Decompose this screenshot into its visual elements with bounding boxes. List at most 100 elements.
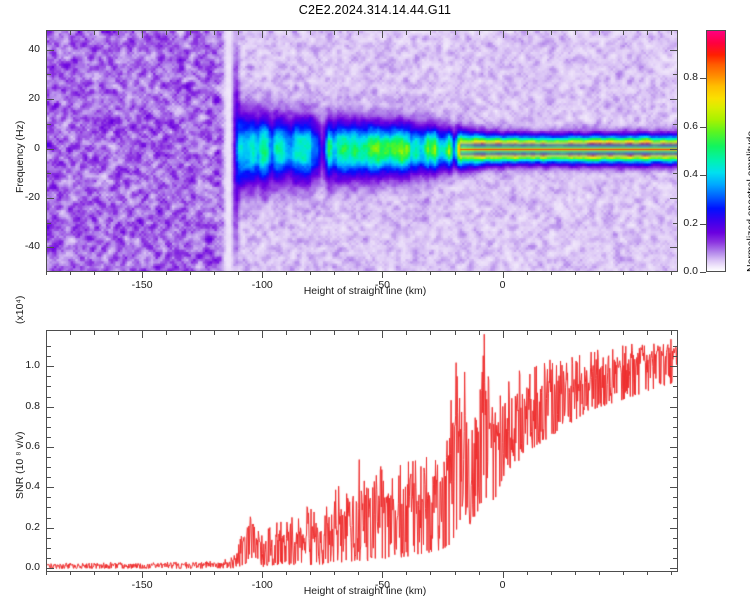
snr-xticklabel: -150 <box>131 579 153 591</box>
colorbar <box>706 30 726 272</box>
spectrogram-xlabel: Height of straight line (km) <box>303 285 427 297</box>
snr-xtick-top <box>46 331 47 335</box>
snr-yticklabel: 1.0 <box>25 359 40 371</box>
snr-xtick-top <box>262 331 263 338</box>
spectrogram-xtick-top <box>286 31 287 35</box>
snr-ytick-minor <box>47 356 51 357</box>
snr-yticklabel: 0.8 <box>25 400 40 412</box>
spectrogram-ytick-minor <box>47 74 51 75</box>
snr-xtick-minor <box>334 571 335 575</box>
snr-xtick-top <box>190 331 191 335</box>
snr-ytick-minor <box>47 457 51 458</box>
spectrogram-xtick-top <box>551 31 552 35</box>
spectrogram-xtick-minor <box>262 271 263 278</box>
spectrogram-xtick-minor <box>94 271 95 275</box>
spectrogram-xtick-top <box>166 31 167 35</box>
spectrogram-xtick-top <box>118 31 119 35</box>
spectrogram-ytick-minor-right <box>673 173 677 174</box>
snr-ytick-minor-right <box>673 437 677 438</box>
snr-ytick-minor-right <box>673 386 677 387</box>
spectrogram-ytick-minor <box>47 223 51 224</box>
snr-panel <box>46 330 678 572</box>
snr-ytick-minor-right <box>673 376 677 377</box>
spectrogram-xtick-top <box>70 31 71 35</box>
snr-yticklabel: 0.4 <box>25 480 40 492</box>
spectrogram-ytick-right <box>670 99 677 100</box>
spectrogram-ytick-right <box>670 149 677 150</box>
snr-xtick-minor <box>671 571 672 575</box>
snr-xtick-top <box>310 331 311 335</box>
snr-xtick-top <box>503 331 504 338</box>
snr-ytick-minor <box>47 427 51 428</box>
snr-xtick-top <box>358 331 359 335</box>
spectrogram-ylabel: Frequency (Hz) <box>14 120 26 193</box>
snr-xtick-top <box>455 331 456 335</box>
spectrogram-xticklabel: -50 <box>374 279 391 291</box>
colorbar-tick <box>700 224 706 225</box>
snr-xtick-minor <box>406 571 407 575</box>
snr-ytick <box>47 568 54 569</box>
snr-xlabel: Height of straight line (km) <box>303 585 427 597</box>
snr-ytick <box>47 407 54 408</box>
spectrogram-ytick-right <box>670 198 677 199</box>
spectrogram-xtick-minor <box>358 271 359 275</box>
spectrogram-xtick-top <box>575 31 576 35</box>
snr-ytick <box>47 447 54 448</box>
snr-xtick-top <box>599 331 600 335</box>
spectrogram-xtick-minor <box>70 271 71 275</box>
spectrogram-xtick-top <box>599 31 600 35</box>
spectrogram-xtick-top <box>358 31 359 35</box>
snr-xtick-top <box>382 331 383 338</box>
spectrogram-xtick-top <box>382 31 383 38</box>
snr-ytick-minor <box>47 497 51 498</box>
spectrogram-xticklabel: -100 <box>251 279 273 291</box>
spectrogram-xtick-minor <box>503 271 504 278</box>
snr-ytick-minor <box>47 397 51 398</box>
snr-xtick-minor <box>382 571 383 578</box>
spectrogram-ytick <box>47 99 54 100</box>
spectrogram-xtick-top <box>503 31 504 38</box>
spectrogram-xtick-minor <box>455 271 456 275</box>
spectrogram-ytick-minor-right <box>673 124 677 125</box>
snr-xtick-top <box>334 331 335 335</box>
spectrogram-ytick-right <box>670 50 677 51</box>
snr-xtick-minor <box>455 571 456 575</box>
colorbar-label-text: Normalized spectral amplitude <box>745 130 750 272</box>
snr-ytick-minor <box>47 507 51 508</box>
snr-xtick-top <box>527 331 528 335</box>
spectrogram-xtick-top <box>334 31 335 35</box>
spectrogram-xtick-top <box>238 31 239 35</box>
spectrogram-xtick-minor <box>623 271 624 275</box>
snr-ytick-minor-right <box>673 518 677 519</box>
snr-xtick-minor <box>599 571 600 575</box>
spectrogram-xtick-minor <box>286 271 287 275</box>
snr-xtick-minor <box>479 571 480 575</box>
spectrogram-ytick-minor-right <box>673 74 677 75</box>
snr-ytick-minor-right <box>673 417 677 418</box>
snr-xtick-top <box>70 331 71 335</box>
snr-ytick-right <box>670 366 677 367</box>
spectrogram-xtick-minor <box>575 271 576 275</box>
snr-xtick-minor <box>262 571 263 578</box>
spectrogram-xtick-top <box>455 31 456 35</box>
colorbar-tick <box>700 78 706 79</box>
snr-xtick-top <box>479 331 480 335</box>
snr-xtick-minor <box>623 571 624 575</box>
spectrogram-xtick-minor <box>647 271 648 275</box>
spectrogram-xtick-minor <box>430 271 431 275</box>
snr-ytick <box>47 487 54 488</box>
snr-ytick-minor-right <box>673 346 677 347</box>
colorbar-ticklabel: 0.8 <box>683 71 698 83</box>
snr-xtick-top <box>551 331 552 335</box>
snr-xtick-minor <box>70 571 71 575</box>
snr-ytick-right <box>670 447 677 448</box>
spectrogram-ytick-right <box>670 247 677 248</box>
spectrogram-yticklabel: 20 <box>28 92 40 104</box>
snr-xtick-minor <box>142 571 143 578</box>
snr-ytick-minor-right <box>673 457 677 458</box>
snr-ytick-minor <box>47 538 51 539</box>
spectrogram-xtick-minor <box>551 271 552 275</box>
snr-xtick-minor <box>358 571 359 575</box>
snr-yticklabel: 0.6 <box>25 440 40 452</box>
spectrogram-panel <box>46 30 678 272</box>
